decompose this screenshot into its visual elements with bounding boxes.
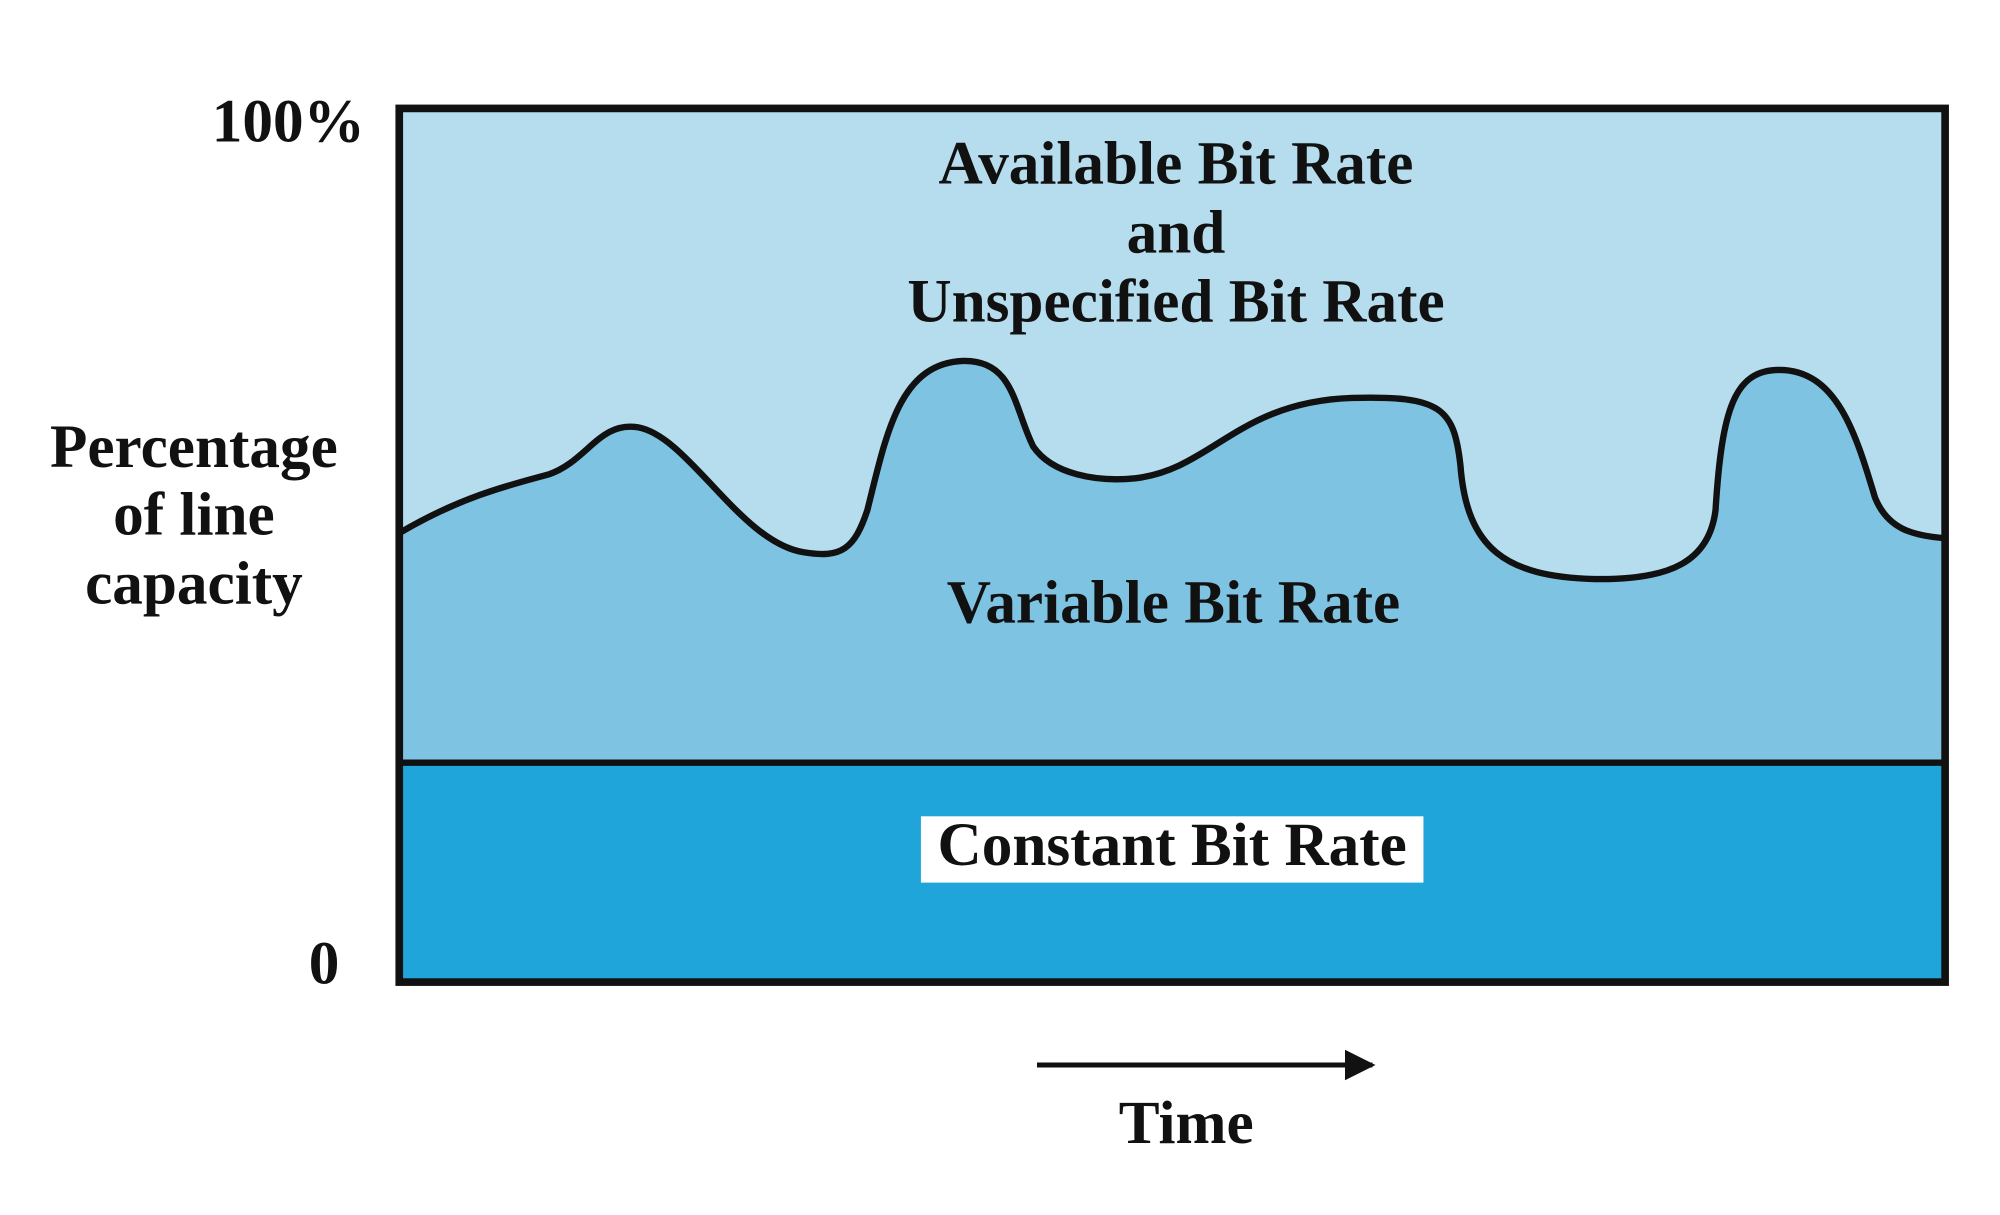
region-label: and — [1127, 199, 1226, 267]
label-background — [920, 816, 1424, 883]
vbr-curve — [397, 357, 1946, 583]
vbr-region — [399, 360, 1946, 763]
frame — [395, 104, 1949, 986]
y-title: Percentage — [50, 413, 338, 481]
region-label: Available Bit Rate — [939, 130, 1414, 198]
y-title: of line — [113, 480, 275, 548]
region-label: Constant Bit Rate — [938, 811, 1407, 879]
y-bottom-label: 0 — [309, 929, 340, 997]
y-top-label: 100% — [212, 88, 365, 156]
region-label: Unspecified Bit Rate — [907, 267, 1444, 335]
y-title: capacity — [85, 549, 303, 617]
region-label: Variable Bit Rate — [947, 568, 1400, 636]
x-title: Time — [1119, 1089, 1254, 1157]
